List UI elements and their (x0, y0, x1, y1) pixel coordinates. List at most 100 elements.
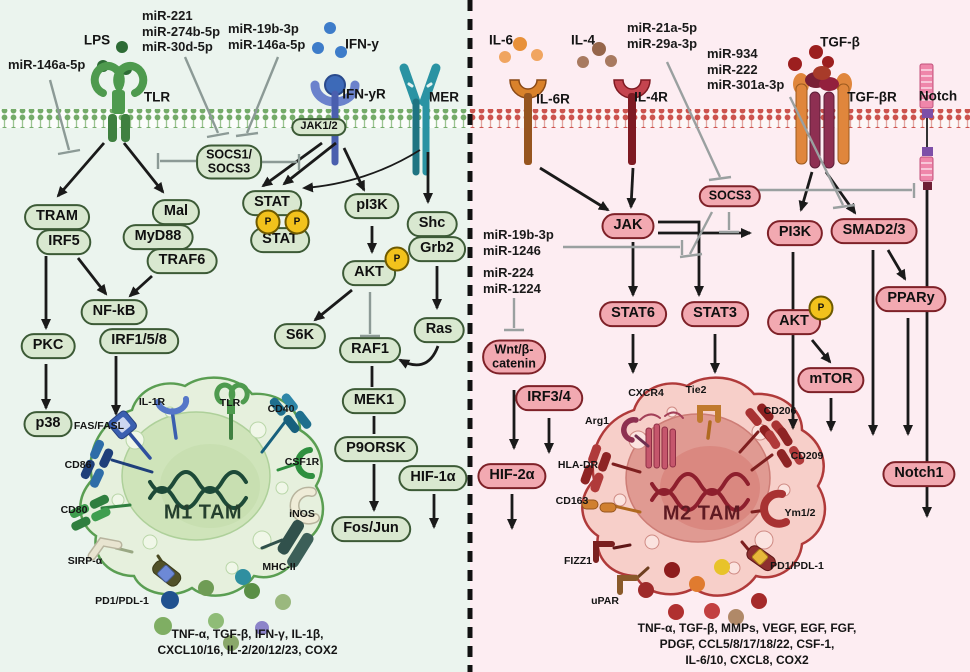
marker-sirpa: SIRP-α (67, 555, 103, 567)
m1-pathway-arrows (41, 141, 442, 529)
arg1-icon (621, 417, 639, 443)
mer-label: MER (429, 89, 459, 105)
il4r-label: IL-4R (634, 89, 668, 105)
marker-il1r: IL-1R (138, 396, 166, 408)
tgfbr-receptor-icon (788, 45, 852, 169)
node-wnt-bcatenin: Wnt/β- catenin (482, 339, 546, 375)
phospho-icon: P (284, 209, 310, 235)
m1-surface-receptors (69, 382, 320, 587)
node-notch1: Notch1 (882, 461, 956, 487)
m1-secreted-dots (154, 569, 291, 651)
cd40-icon (269, 393, 312, 434)
node-ppary: PPARy (875, 286, 947, 312)
marker-mhc2: MHC-II (262, 561, 296, 573)
node-jak: JAK (601, 213, 655, 239)
il6r-label: IL-6R (536, 91, 570, 107)
node-jak12: JAK1/2 (291, 118, 347, 136)
node-grb2: Grb2 (408, 236, 466, 262)
mir-group-r1-label: miR-21a-5p miR-29a-3p (627, 20, 697, 51)
mhc2-icon (277, 519, 314, 568)
sirpa-icon (89, 538, 121, 559)
mir-line: miR-221 (142, 8, 193, 23)
mer-receptor-icon (399, 63, 441, 176)
marker-cd206: CD206 (763, 405, 797, 417)
marker-cd80: CD80 (60, 504, 88, 516)
m2-surface-receptors (580, 403, 805, 595)
mir-line: miR-301a-3p (707, 77, 785, 92)
node-s6k: S6K (273, 323, 327, 349)
socs-line2: SOCS3 (207, 161, 251, 175)
cd163-icon (581, 499, 617, 513)
wnt-line1: Wnt/β- (494, 342, 534, 357)
notch-receptor-icon (919, 63, 934, 190)
tlr-label: TLR (143, 89, 171, 105)
mir-group1-label: miR-221 miR-274b-5p miR-30d-5p (142, 8, 220, 55)
secreted-line: CXCL10/16, IL-2/20/12/23, COX2 (157, 643, 338, 657)
mir-line: miR-1246 (483, 242, 541, 258)
mir146-label: miR-146a-5p (8, 57, 86, 72)
mir-line: miR-19b-3p (228, 21, 299, 36)
marker-pd1-m1: PD1/PDL-1 (95, 595, 149, 607)
node-raf1: RAF1 (339, 337, 401, 363)
fizz1-icon (593, 541, 615, 563)
ifnyr-receptor-icon (310, 22, 360, 166)
il1r-icon (155, 396, 190, 415)
csf1r-icon (295, 447, 315, 480)
il4-label: IL-4 (570, 32, 596, 48)
tlr-receptor-icon (90, 41, 148, 142)
node-traf6: TRAF6 (146, 248, 218, 274)
marker-cd40: CD40 (267, 403, 295, 415)
marker-arg1: Arg1 (585, 415, 609, 427)
hladr-icon (580, 444, 612, 493)
phospho-icon: P (384, 246, 410, 272)
mir-line: miR-19b-3p (483, 227, 554, 242)
wnt-line2: catenin (492, 356, 536, 370)
node-socs3-m2: SOCS3 (698, 185, 762, 207)
il6r-receptor-icon (499, 37, 547, 165)
phospho-icon: P (255, 209, 281, 235)
il6-label: IL-6 (488, 32, 514, 48)
cxcr4-icon (639, 411, 684, 470)
mir-group2-label: miR-19b-3p miR-146a-5p (228, 21, 305, 52)
mir-line: miR-222 (707, 61, 758, 77)
node-mek1: MEK1 (341, 388, 407, 414)
secreted-line: IL-6/10, CXCL8, COX2 (685, 653, 809, 667)
marker-cd86: CD86 (64, 459, 92, 471)
socs-line1: SOCS1/ (206, 147, 252, 162)
node-irf158: IRF1/5/8 (99, 328, 179, 354)
tgfbr-label: TGF-βR (847, 89, 897, 105)
marker-fizz1: FIZZ1 (564, 555, 592, 567)
mir-group-r3-label: miR-19b-3p miR-1246 (483, 227, 554, 258)
pd1-m2-icon (746, 545, 776, 572)
m2-dna-icon (650, 472, 750, 512)
marker-inos: iNOS (289, 508, 315, 520)
node-irf5: IRF5 (36, 229, 92, 255)
node-p38: p38 (23, 411, 73, 437)
mir-line: miR-146a-5p (228, 36, 306, 52)
fas-icon (108, 410, 137, 440)
cd80-icon (69, 494, 111, 531)
marker-csf1r: CSF1R (284, 456, 320, 468)
mir-line: miR-224 (483, 265, 534, 280)
marker-hladr: HLA-DR (557, 459, 599, 471)
node-mal: Mal (151, 199, 201, 225)
node-irf34: IRF3/4 (515, 385, 583, 411)
m1-dna-icon (148, 470, 248, 510)
node-akt-m2: AKT (767, 309, 821, 335)
secreted-line: PDGF, CCL5/8/17/18/22, CSF-1, (659, 637, 835, 651)
marker-upar: uPAR (591, 595, 619, 607)
marker-tlr: TLR (219, 397, 241, 409)
marker-cd209: CD209 (790, 450, 824, 462)
mir-group-r2-label: miR-934 miR-222 miR-301a-3p (707, 46, 784, 93)
marker-tie2: Tie2 (685, 384, 707, 396)
marker-pd1-m2: PD1/PDL-1 (770, 560, 824, 572)
notch-label: Notch (918, 88, 958, 104)
marker-cd163: CD163 (555, 495, 589, 507)
node-hif2a: HIF-2α (477, 463, 547, 489)
node-akt-m1: AKT (342, 260, 396, 286)
node-pkc: PKC (20, 333, 76, 359)
il4r-receptor-icon (577, 42, 651, 165)
tie2-icon (697, 405, 721, 423)
